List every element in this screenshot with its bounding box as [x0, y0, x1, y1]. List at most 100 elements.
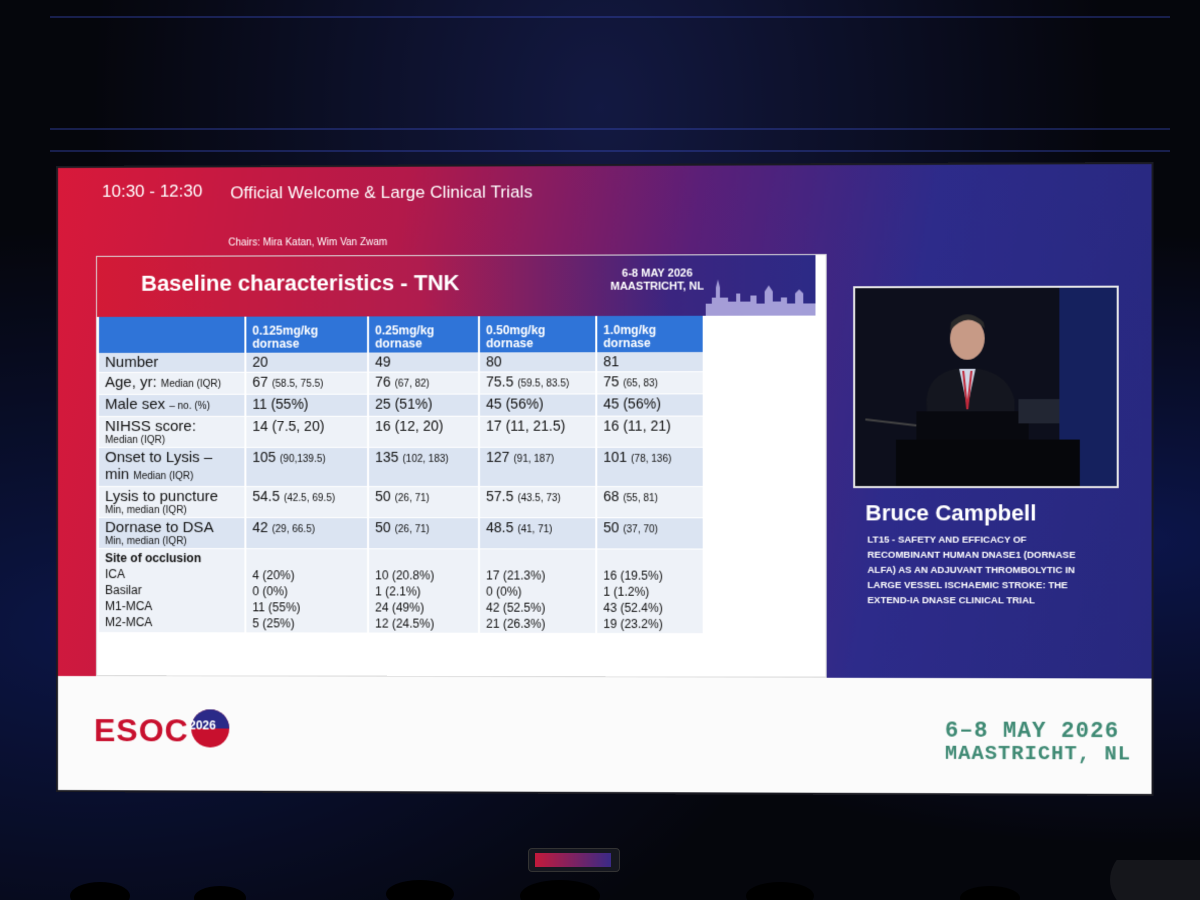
table-header-cell: 0.50mg/kg dornase: [478, 315, 597, 353]
table-row: Onset to Lysis – min Median (IQR) 105 (90…: [99, 447, 704, 487]
table-cell: 11 (55%): [245, 394, 369, 417]
table-body: Number 20 49 80 81 Age, yr: Median (IQR) 67 (5…: [99, 352, 704, 634]
table-row: Lysis to puncture Min, median (IQR) 54.5 (…: [99, 486, 704, 518]
slide-dates: 6-8 MAY 2026 MAASTRICHT, NL: [610, 267, 704, 293]
row-label-text: Lysis to puncture: [105, 488, 219, 506]
cell-value: 16 (12, 20): [375, 417, 444, 434]
table-cell: 17 (11, 21.5): [478, 416, 597, 448]
presentation-slide: Baseline characteristics - TNK 6-8 MAY 2…: [96, 254, 827, 678]
table-cell: 49: [368, 352, 479, 373]
table-cell: 54.5 (42.5, 69.5): [245, 486, 369, 518]
cell-value: 16 (11, 21): [603, 417, 671, 434]
cell-interval: (58.5, 75.5): [271, 378, 324, 390]
ceiling-truss: [50, 150, 1170, 152]
table-header-blank: [99, 316, 246, 353]
table-cell: 57.5 (43.5, 73): [478, 486, 597, 518]
cell-value: 54.5: [252, 488, 280, 505]
cell-value: 68: [603, 488, 620, 505]
speaker-silhouette-icon: [855, 287, 1117, 487]
table-row: NIHSS score: Median (IQR) 14 (7.5, 20) 16 (…: [99, 416, 704, 448]
cell-value: 11 (55%): [252, 395, 309, 412]
occlusion-value: 17 (21.3%): [486, 568, 546, 583]
table-cell: 16 (12, 20): [368, 416, 479, 448]
cell-value: 57.5: [486, 488, 514, 505]
cell-value: 25 (51%): [375, 395, 433, 412]
esoc-year-text: 2026: [189, 718, 216, 733]
occlusion-value: 4 (20%): [252, 568, 295, 583]
table-cell: 25 (51%): [368, 394, 479, 417]
cell-interval: (29, 66.5): [271, 524, 316, 536]
table-cell: 16 (11, 21): [596, 416, 704, 448]
occlusion-value: 42 (52.5%): [486, 600, 546, 615]
projection-screen: 10:30 - 12:30 Official Welcome & Large C…: [56, 162, 1154, 796]
column-drug: dornase: [375, 336, 423, 351]
column-dose: 0.50mg/kg: [486, 323, 546, 338]
row-label-sub: Min, median (IQR): [105, 505, 187, 517]
row-label-sub: Min, median (IQR): [105, 536, 187, 548]
cell-value: 75: [603, 373, 620, 390]
cell-value: 67: [252, 373, 269, 390]
occlusion-value: 16 (19.5%): [603, 568, 663, 583]
table-cell: 105 (90,139.5): [245, 447, 369, 487]
cell-interval: (65, 83): [623, 378, 658, 390]
esoc-logo-text: ESOC: [94, 712, 189, 749]
row-label-sub: Median (IQR): [105, 434, 166, 446]
table-header-cell: 0.125mg/kg dornase: [245, 316, 369, 353]
cell-value: 50: [375, 519, 391, 536]
occlusion-value: 43 (52.4%): [603, 600, 663, 615]
cell-value: 75.5: [486, 373, 514, 390]
baseline-table: 0.125mg/kg dornase 0.25mg/kg dornase 0.50m…: [99, 315, 705, 634]
table-cell: 135 (102, 183): [368, 447, 479, 487]
cell-interval: (26, 71): [394, 493, 430, 505]
table-cell: 20: [245, 352, 369, 373]
occlusion-column: 17 (21.3%) 0 (0%) 42 (52.5%) 21 (26.3%): [478, 548, 597, 634]
table-row: Age, yr: Median (IQR) 67 (58.5, 75.5) 76 (…: [99, 371, 704, 395]
cell-value: 48.5: [486, 519, 514, 536]
cell-interval: (41, 71): [517, 524, 553, 536]
occlusion-value: 11 (55%): [252, 600, 301, 615]
table-row: Number 20 49 80 81: [99, 352, 704, 373]
table-cell: 45 (56%): [596, 393, 704, 417]
row-label-text: Male sex: [105, 395, 166, 413]
cell-value: 81: [603, 353, 620, 370]
occlusion-column: 16 (19.5%) 1 (1.2%) 43 (52.4%) 19 (23.2%): [596, 548, 704, 634]
screen-content: 10:30 - 12:30 Official Welcome & Large C…: [57, 164, 1152, 679]
occlusion-site-label: ICA: [105, 567, 126, 582]
ceiling-truss: [50, 128, 1170, 130]
table-header-row: 0.125mg/kg dornase 0.25mg/kg dornase 0.50m…: [99, 315, 704, 353]
table-cell: 42 (29, 66.5): [245, 517, 369, 549]
slide-dates-line2: MAASTRICHT, NL: [610, 280, 704, 293]
speaker-video: [853, 285, 1119, 489]
table-cell: 76 (67, 82): [368, 371, 479, 395]
cell-value: 127: [486, 448, 510, 465]
cell-interval: (26, 71): [394, 524, 430, 536]
table-cell: 50 (26, 71): [368, 486, 479, 518]
cell-value: 45 (56%): [603, 395, 661, 412]
table-cell: 50 (37, 70): [596, 517, 704, 550]
cell-value: 76: [375, 373, 391, 390]
slide-dates-line1: 6-8 MAY 2026: [621, 267, 693, 280]
cell-interval: (102, 183): [402, 453, 449, 465]
row-label: Age, yr: Median (IQR): [99, 372, 246, 395]
cell-interval: (37, 70): [623, 524, 658, 536]
talk-title: LT15 - SAFETY AND EFFICACY OF RECOMBINAN…: [867, 534, 1076, 607]
occlusion-labels: Site of occlusion ICA Basilar M1-MCA M2-MCA: [99, 548, 246, 633]
table-cell: 45 (56%): [478, 393, 597, 417]
occlusion-column: 10 (20.8%) 1 (2.1%) 24 (49%) 12 (24.5%): [368, 548, 479, 634]
cell-interval: (78, 136): [630, 453, 672, 465]
cell-value: 50: [375, 488, 391, 505]
esoc-logo: ESOC 2026: [94, 709, 230, 749]
cell-value: 20: [252, 353, 269, 370]
table-cell: 50 (26, 71): [368, 517, 479, 549]
table-cell: 75 (65, 83): [596, 371, 704, 394]
table-row: Dornase to DSA Min, median (IQR) 42 (29, 6…: [99, 517, 704, 550]
table-cell: 127 (91, 187): [478, 447, 597, 487]
occlusion-value: 5 (25%): [252, 616, 295, 631]
cell-interval: (91, 187): [513, 453, 555, 465]
slide-header: Baseline characteristics - TNK 6-8 MAY 2…: [97, 255, 816, 317]
table-cell: 81: [596, 352, 704, 372]
table-row: Male sex – no. (%) 11 (55%) 25 (51%) 45 (56…: [99, 393, 704, 417]
occlusion-site-label: M2-MCA: [105, 615, 153, 630]
column-dose: 1.0mg/kg: [603, 322, 657, 338]
occlusion-column: 4 (20%) 0 (0%) 11 (55%) 5 (25%): [245, 548, 369, 634]
